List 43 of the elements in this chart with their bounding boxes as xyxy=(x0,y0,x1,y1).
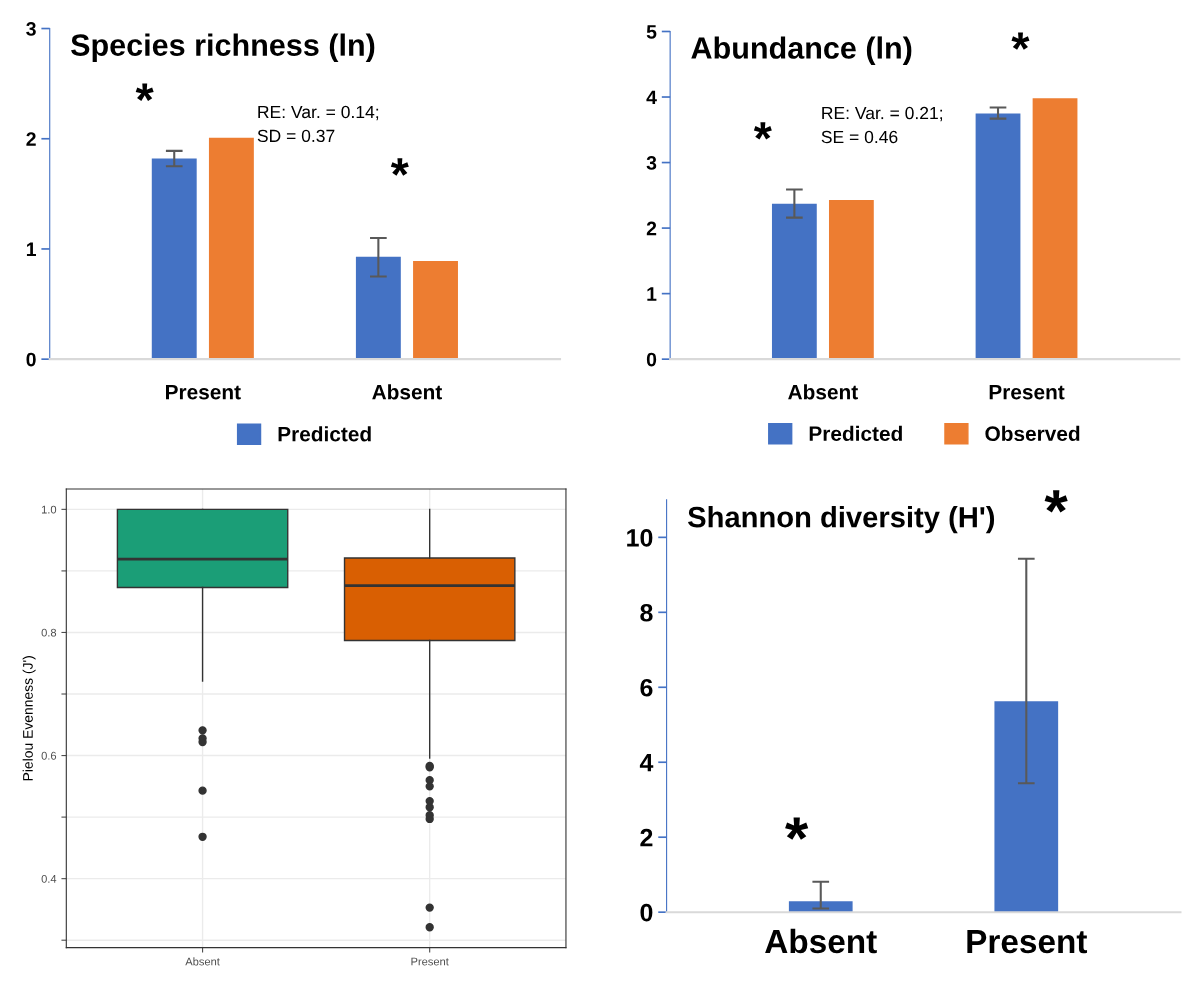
y-tick-label: 1 xyxy=(26,242,36,256)
y-tick-label: 0 xyxy=(646,352,657,367)
y-tick-label: 5 xyxy=(646,25,657,39)
x-tick-label: Present xyxy=(967,930,1088,954)
x-tick-label: Absent xyxy=(185,957,220,966)
chart-title: Shannon diversity (H') xyxy=(687,506,995,534)
y-tick-label: 4 xyxy=(646,90,657,105)
annotation: * xyxy=(1044,490,1068,513)
y-tick-label: 2 xyxy=(26,132,36,146)
y-axis-title: Pielou Evenness (J') xyxy=(22,656,36,781)
y-tick-label: 2 xyxy=(640,828,653,847)
y-tick-label: 0 xyxy=(640,903,653,922)
x-tick-label: Absent xyxy=(372,384,442,400)
y-tick-label: 3 xyxy=(646,156,657,170)
y-tick-label: 10 xyxy=(627,528,653,547)
chart-title: Species richness (ln) xyxy=(71,33,375,62)
x-tick-label: Present xyxy=(989,384,1065,400)
y-tick-label: 0.8 xyxy=(41,628,57,637)
x-tick-label: Present xyxy=(166,384,241,400)
y-tick-label: 4 xyxy=(639,754,654,772)
y-tick-label: 1 xyxy=(647,287,657,301)
y-tick-label: 8 xyxy=(640,603,653,622)
y-tick-label: 0 xyxy=(26,352,36,367)
x-tick-label: Absent xyxy=(788,384,858,400)
y-tick-label: 2 xyxy=(646,221,657,236)
annotation: RE: Var. = 0.14; SD = 0.37 xyxy=(257,105,379,143)
y-tick-label: 1.0 xyxy=(41,505,57,514)
y-tick-label: 6 xyxy=(640,678,653,697)
legend-label: Observed xyxy=(985,425,1080,442)
legend-label: Predicted xyxy=(809,425,902,442)
legend-label: Predicted xyxy=(278,426,371,442)
annotation: * xyxy=(753,122,772,140)
y-tick-label: 3 xyxy=(26,22,36,36)
annotation: * xyxy=(1011,32,1030,50)
x-tick-label: Present xyxy=(411,957,449,966)
annotation: RE: Var. = 0.21; SE = 0.46 xyxy=(821,106,943,144)
y-tick-label: 0.4 xyxy=(41,874,57,883)
annotation: * xyxy=(785,817,809,840)
annotation: * xyxy=(390,158,409,176)
annotation: * xyxy=(135,83,154,101)
chart-title: Abundance (ln) xyxy=(691,36,912,65)
y-tick-label: 0.6 xyxy=(41,751,57,760)
x-tick-label: Absent xyxy=(765,928,877,954)
